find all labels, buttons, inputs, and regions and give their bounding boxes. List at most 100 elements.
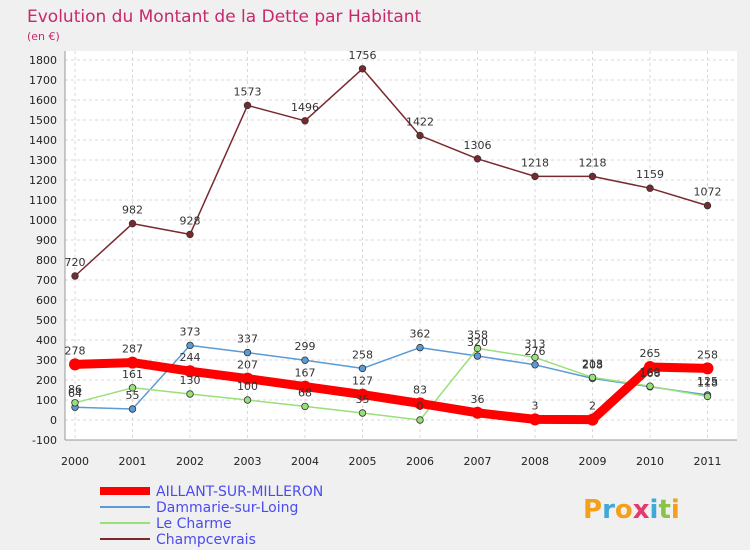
chart-subtitle: (en €) xyxy=(27,30,60,43)
data-label: 1306 xyxy=(464,139,492,152)
data-label: 36 xyxy=(471,393,485,406)
y-tick-label: -100 xyxy=(32,434,57,447)
data-label: 276 xyxy=(525,345,546,358)
data-point xyxy=(414,397,426,410)
data-label: 928 xyxy=(180,214,201,227)
y-tick-label: 400 xyxy=(36,334,57,347)
data-label: 313 xyxy=(525,337,546,350)
series-line-2 xyxy=(74,347,709,421)
data-point xyxy=(71,272,79,280)
data-label: 1756 xyxy=(349,49,377,62)
data-point xyxy=(184,365,196,378)
data-label: 167 xyxy=(295,367,316,380)
series-line-1 xyxy=(74,344,709,410)
data-point xyxy=(473,155,482,163)
series-line-0 xyxy=(70,358,712,425)
y-tick-label: 1200 xyxy=(29,174,57,187)
data-point xyxy=(646,382,654,390)
y-tick-label: 600 xyxy=(36,294,57,307)
data-point xyxy=(416,416,424,424)
chart-title: Evolution du Montant de la Dette par Hab… xyxy=(27,7,422,27)
data-label: 125 xyxy=(697,375,718,388)
data-label: 362 xyxy=(410,328,431,341)
data-label: 1573 xyxy=(234,85,262,98)
data-label: 337 xyxy=(237,333,258,346)
data-label: 166 xyxy=(640,367,661,380)
legend-entry: Dammarie-sur-Loing xyxy=(156,500,298,516)
y-tick-label: 100 xyxy=(36,394,57,407)
x-tick-label: 2002 xyxy=(176,455,204,468)
data-point xyxy=(243,101,252,110)
data-point xyxy=(588,172,597,181)
x-tick-label: 2000 xyxy=(61,455,89,468)
y-tick-label: 1400 xyxy=(29,134,57,147)
data-label: 278 xyxy=(65,344,86,357)
data-label: 207 xyxy=(237,359,258,372)
data-label: 320 xyxy=(467,336,488,349)
data-label: 68 xyxy=(298,386,312,399)
data-point xyxy=(416,131,424,140)
x-tick-label: 2006 xyxy=(406,455,434,468)
data-point xyxy=(531,361,539,369)
data-point xyxy=(128,384,137,392)
data-label: 1072 xyxy=(694,186,722,199)
data-label: 55 xyxy=(126,389,140,402)
data-point xyxy=(301,117,309,125)
y-tick-label: 1300 xyxy=(29,154,57,167)
x-tick-label: 2003 xyxy=(234,455,262,468)
data-label: 118 xyxy=(697,376,718,389)
y-tick-label: 1800 xyxy=(29,54,57,67)
data-point xyxy=(243,396,252,404)
data-point xyxy=(471,406,484,419)
data-label: 86 xyxy=(68,383,82,396)
legend-entry: Champcevrais xyxy=(156,532,256,548)
data-point xyxy=(531,353,539,362)
data-point xyxy=(358,65,367,73)
data-point xyxy=(301,402,309,411)
data-point xyxy=(531,172,539,181)
series-line-3 xyxy=(74,68,709,277)
proxiti-logo: Proxiti xyxy=(583,495,680,525)
data-point xyxy=(529,413,541,426)
data-label: 720 xyxy=(65,256,86,269)
legend-entry: AILLANT-SUR-MILLERON xyxy=(156,484,323,500)
data-point xyxy=(241,372,254,385)
data-point xyxy=(299,380,311,393)
x-tick-label: 2009 xyxy=(579,455,607,468)
y-tick-label: 1600 xyxy=(29,94,57,107)
data-point xyxy=(358,364,367,373)
data-point xyxy=(701,362,714,375)
data-point xyxy=(646,184,654,192)
y-tick-label: 300 xyxy=(36,354,57,367)
data-label: 358 xyxy=(467,328,488,341)
data-label: 1422 xyxy=(406,116,434,129)
x-tick-label: 2004 xyxy=(291,455,319,468)
y-tick-label: 1700 xyxy=(29,74,57,87)
y-tick-label: 0 xyxy=(50,414,57,427)
x-tick-label: 2011 xyxy=(694,455,722,468)
data-point xyxy=(69,358,81,371)
data-label: 130 xyxy=(180,374,201,387)
data-label: 982 xyxy=(122,204,143,217)
legend-entry: Le Charme xyxy=(156,516,232,532)
data-label: 1218 xyxy=(579,156,607,169)
data-label: 83 xyxy=(413,383,427,396)
data-point xyxy=(126,356,139,369)
data-point xyxy=(186,341,194,350)
data-point xyxy=(703,201,712,210)
data-point xyxy=(186,390,194,398)
y-tick-label: 700 xyxy=(36,274,57,287)
y-tick-label: 900 xyxy=(36,234,57,247)
data-point xyxy=(588,373,597,382)
x-tick-label: 2008 xyxy=(521,455,549,468)
data-label: 213 xyxy=(582,357,603,370)
data-label: 258 xyxy=(697,348,718,361)
x-tick-label: 2007 xyxy=(464,455,492,468)
data-point xyxy=(128,219,137,228)
data-label: 265 xyxy=(640,347,661,360)
data-label: 3 xyxy=(532,399,539,412)
plot-area xyxy=(65,51,737,440)
data-point xyxy=(644,361,656,373)
